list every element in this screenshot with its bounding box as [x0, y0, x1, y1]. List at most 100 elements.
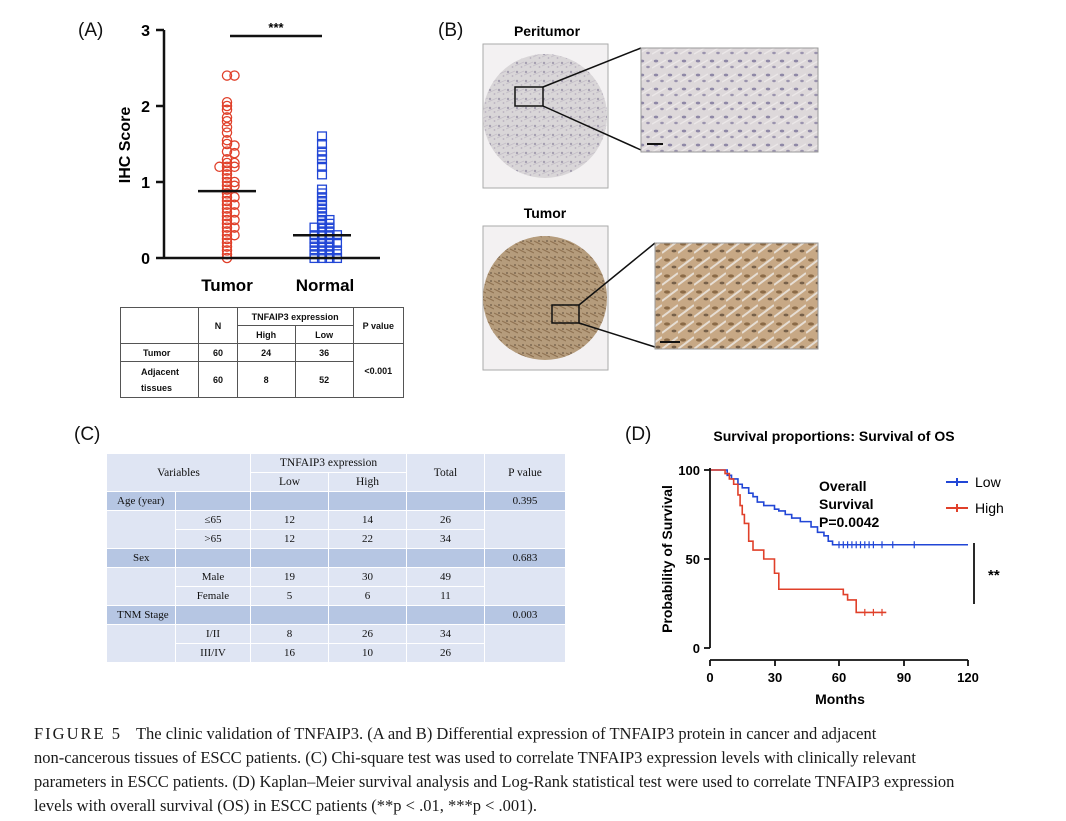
- km-annotation-line1: Overall: [819, 478, 866, 494]
- normal-data-point: [316, 161, 328, 172]
- col-high: High: [236, 325, 296, 344]
- col-pvalue: P value: [352, 307, 405, 344]
- col-n: N: [198, 307, 238, 344]
- tumor-data-point: [221, 241, 233, 252]
- figure-caption: FIGURE 5 The clinic validation of TNFAIP3…: [34, 722, 1034, 818]
- tumor-data-point: [221, 96, 233, 108]
- panel-a-table: N TNFAIP3 expression P value High Low Tu…: [119, 307, 405, 398]
- cell-total: 34: [406, 529, 485, 549]
- significance-label: ***: [268, 20, 284, 35]
- group-pvalue: 0.395: [484, 491, 566, 511]
- tumor-data-point: [221, 122, 233, 133]
- peritumor-zoom-box: [514, 86, 544, 107]
- tumor-data-point: [221, 138, 233, 150]
- tumor-data-point: [221, 127, 233, 138]
- group-pvalue: 0.683: [484, 548, 566, 568]
- cell-low: 8: [250, 624, 329, 644]
- caption-line-4: levels with overall survival (OS) in ESC…: [34, 796, 538, 815]
- legend-high-label: High: [975, 500, 1004, 516]
- tumor-data-point: [229, 147, 240, 159]
- normal-data-point: [316, 169, 328, 180]
- caption-figure-number: FIGURE 5: [34, 724, 122, 743]
- group-name: Sex: [106, 548, 176, 568]
- col-pvalue: P value: [484, 453, 566, 492]
- group-pvalue: 0.003: [484, 605, 566, 625]
- peritumor-zoom-image: [640, 47, 819, 153]
- row-name: Adjacent tissues: [119, 361, 200, 398]
- cell-total: 26: [406, 510, 485, 530]
- km-x-axis-label: Months: [815, 691, 865, 707]
- y-axis-label: IHC Score: [117, 107, 134, 184]
- km-y-tick: 50: [686, 552, 700, 567]
- tumor-zoom-image: [654, 242, 819, 350]
- km-x-tick: 120: [957, 670, 979, 685]
- tumor-data-point: [221, 115, 233, 127]
- row-label: ≤65: [175, 510, 251, 530]
- cell-low: 52: [294, 361, 354, 398]
- row-label: Female: [175, 586, 251, 606]
- tumor-data-point: [221, 165, 233, 176]
- cell-high: 14: [328, 510, 407, 530]
- row-label: III/IV: [175, 643, 251, 663]
- y-tick-0: 0: [141, 251, 150, 268]
- km-x-tick: 60: [832, 670, 846, 685]
- tumor-data-point: [221, 237, 233, 249]
- peritumor-core: [483, 54, 607, 178]
- cell-low: 12: [250, 510, 329, 530]
- cell-high: 26: [328, 624, 407, 644]
- tumor-data-point: [221, 184, 233, 195]
- km-y-tick: 0: [693, 641, 700, 656]
- col-variables: Variables: [106, 453, 251, 492]
- tumor-data-point: [221, 100, 233, 112]
- col-low: Low: [250, 472, 329, 492]
- row-label: Male: [175, 567, 251, 587]
- panel-b-label: (B): [438, 20, 464, 41]
- tumor-data-point: [221, 169, 233, 180]
- km-annotation-line2: Survival: [819, 496, 873, 512]
- cell-n: 60: [198, 361, 238, 398]
- tumor-title: Tumor: [524, 205, 567, 221]
- km-y-axis-label: Probability of Survival: [659, 485, 675, 633]
- caption-line-2: non-cancerous tissues of ESCC patients. …: [34, 748, 916, 767]
- tumor-data-point: [221, 214, 233, 226]
- cell-high: 22: [328, 529, 407, 549]
- group-name: TNM Stage: [106, 605, 176, 625]
- peritumor-title: Peritumor: [514, 23, 581, 39]
- col-high: High: [328, 472, 407, 492]
- cell-total: 11: [406, 586, 485, 606]
- cell-pvalue: <0.001: [352, 343, 405, 398]
- col-total: Total: [406, 453, 485, 492]
- panel-c-label: (C): [74, 424, 101, 445]
- group-label-tumor: Tumor: [201, 276, 253, 295]
- km-significance-label: **: [988, 567, 1000, 584]
- tumor-data-point: [221, 199, 233, 211]
- panel-c-table: Variables TNFAIP3 expression Total P val…: [106, 453, 566, 663]
- panel-d-label: (D): [625, 424, 652, 445]
- y-tick-1: 1: [141, 175, 150, 192]
- km-survival-chart: Survival proportions: Survival of OS 100…: [659, 428, 1004, 707]
- ihc-dot-plot: 3 2 1 0 IHC Score *** Tumor Normal: [117, 20, 380, 295]
- km-curve-low: [710, 469, 968, 546]
- cell-high: 8: [236, 361, 296, 398]
- tumor-zoom-box: [551, 304, 580, 324]
- tumor-data-point: [221, 233, 233, 245]
- cell-n: 60: [198, 343, 238, 362]
- cell-low: 5: [250, 586, 329, 606]
- cell-low: 36: [294, 343, 354, 362]
- km-x-tick: 30: [768, 670, 782, 685]
- tumor-core: [483, 236, 607, 360]
- caption-line-3: parameters in ESCC patients. (D) Kaplan–…: [34, 772, 955, 791]
- group-label-normal: Normal: [296, 276, 355, 295]
- caption-line-1: FIGURE 5 The clinic validation of TNFAIP3…: [34, 724, 877, 743]
- cell-total: 34: [406, 624, 485, 644]
- cell-low: 19: [250, 567, 329, 587]
- cell-high: 30: [328, 567, 407, 587]
- cell-total: 49: [406, 567, 485, 587]
- row-label: >65: [175, 529, 251, 549]
- normal-data-point: [316, 138, 328, 150]
- km-curve-high: [710, 469, 887, 614]
- km-annotation-line3: P=0.0042: [819, 514, 880, 530]
- panel-a-label: (A): [78, 20, 104, 41]
- legend-low-label: Low: [975, 474, 1002, 490]
- tumor-data-point: [221, 70, 233, 81]
